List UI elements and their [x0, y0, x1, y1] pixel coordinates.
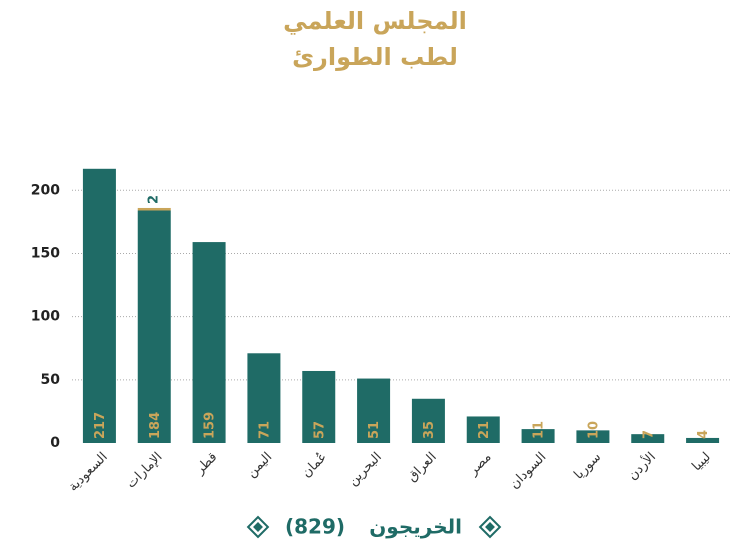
x-tick-label: الإمارات	[124, 450, 166, 492]
legend-label: الخريجون	[369, 515, 462, 539]
legend-icon	[478, 515, 502, 539]
x-tick-label: السودان	[507, 450, 549, 492]
value-label: 4	[696, 430, 711, 439]
legend-total: (829)	[285, 515, 345, 539]
value-label: 2	[147, 195, 162, 204]
value-label: 11	[532, 421, 547, 439]
x-tick-label: السعودية	[66, 450, 111, 495]
x-tick-label: اليمن	[244, 450, 275, 481]
chart-title: لطب الطوارئ	[292, 43, 458, 71]
legend-icon	[246, 515, 270, 539]
chart-title: المجلس العلمي	[283, 7, 467, 35]
bar	[686, 437, 720, 443]
x-tick-label: قطر	[192, 450, 220, 478]
bar	[192, 242, 226, 443]
x-tick-label: الأردن	[624, 448, 659, 483]
y-tick-label: 50	[41, 372, 61, 388]
legend-icon	[485, 522, 495, 532]
bar	[302, 370, 336, 443]
value-label: 71	[257, 421, 272, 439]
y-tick-label: 100	[31, 309, 60, 325]
bar	[357, 378, 391, 443]
bar	[411, 398, 445, 443]
value-label: 7	[641, 430, 656, 439]
x-tick-label: عُمان	[299, 449, 330, 480]
bar	[137, 207, 171, 211]
bar	[576, 430, 610, 443]
legend: الخريجون (829)	[246, 515, 502, 539]
y-tick-label: 200	[31, 182, 60, 198]
bar	[521, 429, 555, 443]
value-label: 217	[93, 412, 108, 439]
x-tick-label: العراق	[405, 450, 440, 485]
legend-icon	[253, 522, 263, 532]
bar	[137, 210, 171, 443]
x-tick-label: ليبيا	[689, 450, 714, 475]
value-label: 159	[203, 412, 218, 439]
y-tick-label: 0	[50, 435, 60, 451]
x-tick-label: مصر	[465, 450, 494, 479]
bar	[466, 416, 500, 443]
bar	[82, 168, 116, 444]
value-label: 35	[422, 421, 437, 439]
bar	[631, 434, 665, 443]
value-label: 21	[477, 421, 492, 439]
value-label: 57	[312, 421, 327, 439]
bar	[247, 353, 281, 443]
value-label: 184	[148, 412, 163, 439]
x-tick-label: البحرين	[346, 450, 385, 489]
y-tick-label: 150	[31, 245, 60, 261]
x-tick-label: سوريا	[571, 450, 604, 483]
value-label: 51	[367, 421, 382, 439]
value-label: 10	[586, 421, 601, 439]
